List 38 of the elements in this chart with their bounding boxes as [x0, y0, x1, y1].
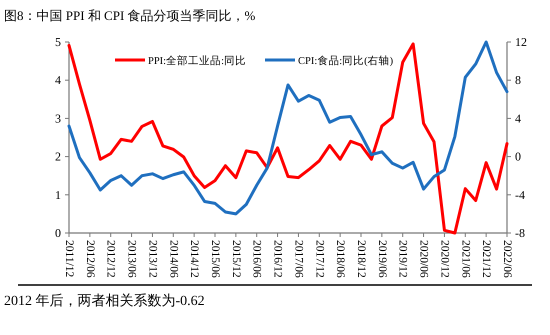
legend-label: CPI:食品:同比(右轴) [298, 54, 394, 67]
y-tick-label: 4 [55, 73, 61, 88]
x-tick-label: 2019/06 [376, 240, 388, 278]
y2-tick-label: 4 [515, 111, 521, 126]
y2-tick-label: 0 [515, 150, 521, 164]
y-tick-label: 2 [55, 150, 61, 164]
y-tick-label: 5 [55, 35, 61, 49]
x-tick-label: 2012/06 [84, 240, 96, 278]
x-tick-label: 2016/06 [250, 240, 263, 278]
y2-tick-label: -8 [515, 226, 525, 240]
x-tick-label: 2018/12 [355, 240, 367, 278]
x-tick-label: 2019/12 [396, 240, 409, 278]
y2-tick-label: 8 [515, 73, 521, 88]
y-tick-label: 0 [55, 226, 61, 240]
x-tick-label: 2013/06 [126, 240, 138, 278]
x-tick-label: 2014/06 [167, 240, 180, 278]
chart-title: 图8：中国 PPI 和 CPI 食品分项当季同比，% [4, 8, 256, 23]
legend-label: PPI:全部工业品:同比 [148, 54, 246, 67]
x-tick-label: 2015/12 [230, 240, 242, 278]
x-tick-label: 2015/06 [209, 240, 221, 278]
y2-tick-label: -4 [515, 188, 525, 202]
x-tick-label: 2011/12 [63, 240, 75, 278]
x-tick-label: 2017/12 [313, 240, 326, 278]
x-tick-label: 2013/12 [146, 240, 158, 278]
y2-tick-label: 12 [515, 35, 527, 49]
x-tick-label: 2021/06 [459, 240, 472, 278]
x-tick-label: 2021/12 [480, 240, 492, 278]
x-tick-label: 2017/06 [292, 240, 304, 278]
x-tick-label: 2012/12 [104, 240, 117, 278]
x-tick-label: 2016/12 [272, 240, 284, 278]
text: 2012 年后，两者相关系数为-0.62 [4, 293, 205, 309]
x-tick-label: 2020/06 [418, 240, 430, 278]
x-tick-label: 2022/06 [501, 240, 513, 278]
x-tick-label: 2020/12 [438, 240, 450, 278]
x-tick-label: 2018/06 [334, 240, 346, 278]
y-tick-label: 3 [55, 111, 61, 126]
y-tick-label: 1 [55, 188, 61, 202]
x-tick-label: 2014/12 [188, 240, 200, 278]
